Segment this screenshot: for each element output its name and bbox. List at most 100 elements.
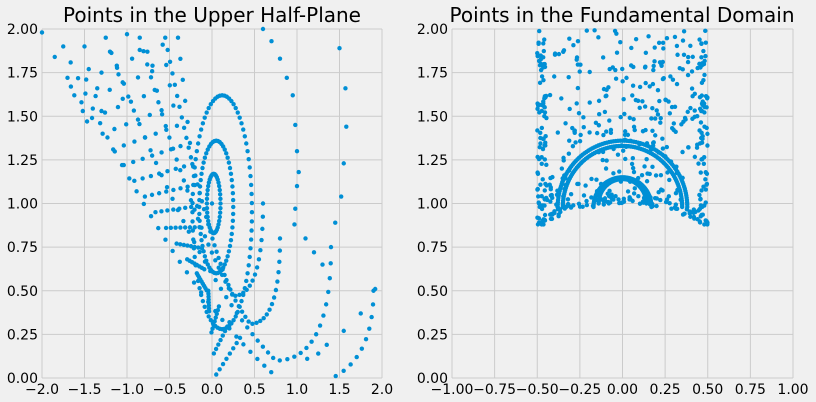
data-point <box>210 326 215 331</box>
data-point <box>341 368 346 373</box>
data-point <box>584 202 590 208</box>
x-tick-label: 0.5 <box>243 382 265 398</box>
data-point <box>246 319 251 324</box>
data-point <box>570 125 575 131</box>
data-point <box>622 132 628 138</box>
data-point <box>556 51 562 57</box>
data-point <box>181 242 187 248</box>
data-point <box>670 77 676 82</box>
data-point <box>697 37 702 42</box>
data-point <box>703 177 708 182</box>
data-point <box>140 176 145 181</box>
data-point <box>622 137 628 142</box>
data-point <box>673 202 679 207</box>
data-point <box>606 85 611 90</box>
data-point <box>220 267 225 272</box>
data-point <box>658 115 663 121</box>
y-tick-label: 1.50 <box>7 109 38 125</box>
data-point <box>230 225 235 230</box>
data-point <box>644 179 650 184</box>
data-point <box>701 161 707 167</box>
data-point <box>658 187 664 192</box>
data-point <box>663 199 669 205</box>
data-point <box>211 322 216 328</box>
data-point <box>566 151 572 156</box>
data-point <box>543 140 548 145</box>
data-point <box>248 246 253 251</box>
data-point <box>89 115 95 121</box>
data-point <box>621 97 626 102</box>
data-point <box>629 45 634 51</box>
data-point <box>565 197 571 202</box>
data-point <box>628 138 633 144</box>
x-tick-label: −0.5 <box>153 382 187 398</box>
data-point <box>574 101 579 106</box>
data-point <box>293 206 298 211</box>
data-point <box>134 189 139 194</box>
data-point <box>293 122 298 128</box>
data-point <box>542 218 548 223</box>
data-point <box>230 211 236 217</box>
data-point <box>611 146 616 152</box>
data-point <box>277 236 283 241</box>
data-point <box>79 100 84 105</box>
data-point <box>249 191 254 197</box>
data-point <box>640 99 645 104</box>
data-point <box>223 279 228 284</box>
data-point <box>701 48 706 54</box>
data-point <box>316 351 321 356</box>
data-point <box>250 278 255 283</box>
data-point <box>254 320 259 326</box>
data-point <box>555 188 560 193</box>
x-tick-label: 0.25 <box>650 382 681 398</box>
data-point <box>292 222 297 227</box>
data-point <box>688 214 693 219</box>
title-right: Points in the Fundamental Domain <box>450 3 795 27</box>
data-point <box>262 363 267 368</box>
data-point <box>198 177 203 183</box>
data-point <box>124 32 130 37</box>
data-point <box>264 312 269 317</box>
data-point <box>631 191 637 196</box>
data-point <box>114 63 120 68</box>
data-point <box>190 219 195 224</box>
data-point <box>672 34 678 40</box>
data-point <box>192 244 197 250</box>
data-point <box>167 135 172 140</box>
data-point <box>653 133 658 138</box>
data-point <box>75 75 81 81</box>
data-point <box>543 181 548 187</box>
data-point <box>589 176 594 182</box>
data-point <box>65 75 70 81</box>
data-point <box>320 262 325 267</box>
data-point <box>159 108 164 113</box>
data-point <box>201 206 207 212</box>
data-point <box>229 303 234 308</box>
data-point <box>681 52 687 57</box>
data-point <box>541 65 546 70</box>
data-point <box>174 157 179 162</box>
data-point <box>242 134 248 139</box>
data-point <box>204 196 210 202</box>
data-point <box>173 225 178 230</box>
data-point <box>705 222 710 227</box>
data-point <box>129 56 135 61</box>
data-point <box>241 290 246 296</box>
data-point <box>539 108 545 114</box>
data-point <box>667 177 672 183</box>
data-point <box>535 187 540 192</box>
data-point <box>233 314 238 319</box>
data-point <box>153 160 159 166</box>
data-point <box>621 196 627 201</box>
data-point <box>600 55 606 60</box>
data-point <box>141 49 146 54</box>
data-point <box>539 155 544 160</box>
data-point <box>181 164 187 169</box>
data-point <box>210 236 215 241</box>
y-tick-label: 1.50 <box>417 109 448 125</box>
data-point <box>663 154 668 159</box>
data-point <box>687 209 692 214</box>
data-point <box>536 194 541 199</box>
y-tick-label: 1.25 <box>417 153 448 169</box>
data-point <box>182 98 188 104</box>
